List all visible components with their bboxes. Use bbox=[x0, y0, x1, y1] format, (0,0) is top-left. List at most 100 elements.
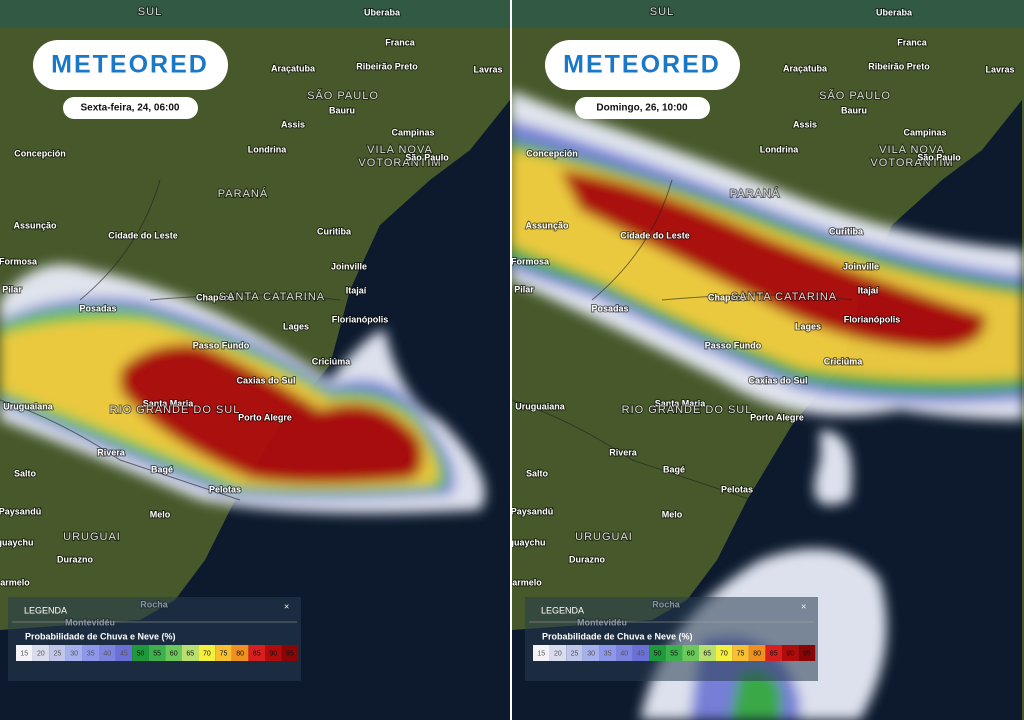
place-label: Pelotas bbox=[209, 484, 241, 494]
place-label: Itajaí bbox=[858, 285, 879, 295]
place-label: Uberaba bbox=[876, 7, 913, 17]
legend-heading: Probabilidade de Chuva e Neve (%) bbox=[542, 631, 693, 641]
region-label: PARANÁ bbox=[730, 187, 780, 200]
place-label: Chapecó bbox=[196, 292, 235, 302]
legend-value: 35 bbox=[87, 650, 95, 657]
place-label: Franca bbox=[897, 37, 928, 47]
place-label: Paysandú bbox=[512, 506, 553, 516]
place-label: Joinville bbox=[331, 261, 367, 271]
top-bar bbox=[0, 0, 510, 28]
region-label: URUGUAI bbox=[63, 531, 121, 543]
place-label: armelo bbox=[0, 577, 30, 587]
place-label: Posadas bbox=[591, 303, 628, 313]
ocean bbox=[0, 100, 510, 720]
place-label: Melo bbox=[662, 509, 683, 519]
region-label: RIO GRANDE DO SUL bbox=[110, 404, 241, 416]
region-label: URUGUAI bbox=[575, 531, 633, 543]
place-label: Passo Fundo bbox=[705, 340, 762, 350]
legend-value: 90 bbox=[269, 650, 277, 657]
legend-value: 25 bbox=[54, 650, 62, 657]
place-label: Lavras bbox=[473, 64, 502, 74]
legend-value: 70 bbox=[203, 650, 211, 657]
place-label: Paysandú bbox=[0, 506, 41, 516]
place-label: Uberaba bbox=[364, 7, 401, 17]
legend-value: 75 bbox=[220, 650, 228, 657]
legend-value: 30 bbox=[587, 650, 595, 657]
legend-title: LEGENDA bbox=[541, 605, 584, 615]
place-label: Uruguaiana bbox=[515, 401, 566, 411]
place-label: Itajaí bbox=[346, 285, 367, 295]
region-label: VILA NOVA bbox=[367, 144, 433, 156]
legend-swatch bbox=[765, 645, 782, 661]
legend-title: LEGENDA bbox=[24, 605, 67, 615]
legend-swatch bbox=[281, 645, 299, 661]
map-panel: SUL Uberaba Franca Araçatuba Ribeirão Preto L… bbox=[512, 0, 1024, 720]
place-label: Ribeirão Preto bbox=[868, 61, 930, 71]
legend-swatch bbox=[533, 645, 550, 661]
legend-value: 15 bbox=[537, 650, 545, 657]
place-label: Lavras bbox=[985, 64, 1014, 74]
legend-swatch bbox=[748, 645, 766, 661]
legend-swatch bbox=[599, 645, 616, 661]
place-label: Formosa bbox=[512, 256, 550, 266]
legend-swatch bbox=[248, 645, 265, 661]
legend-swatch bbox=[682, 645, 699, 661]
legend-value: 35 bbox=[604, 650, 612, 657]
legend-swatch bbox=[99, 645, 116, 661]
legend-swatch bbox=[582, 645, 600, 661]
region-label: SÃO PAULO bbox=[819, 89, 891, 102]
place-label: Bauru bbox=[329, 105, 355, 115]
legend-value: 90 bbox=[786, 650, 794, 657]
place-label: Lages bbox=[795, 321, 821, 331]
region-label: SANTA CATARINA bbox=[731, 291, 837, 303]
legend-value: 95 bbox=[803, 650, 811, 657]
legend-value: 20 bbox=[554, 650, 562, 657]
legend-value: 70 bbox=[720, 650, 728, 657]
region-label: SUL bbox=[138, 6, 162, 18]
place-label: Florianópolis bbox=[332, 314, 389, 324]
legend-value: 80 bbox=[236, 650, 244, 657]
legend-value: 65 bbox=[703, 650, 711, 657]
legend-value: 60 bbox=[170, 650, 178, 657]
place-label: Salto bbox=[14, 468, 37, 478]
place-label: Campinas bbox=[903, 127, 946, 137]
top-bar bbox=[512, 0, 1024, 28]
region-label: VOTORANTIM bbox=[358, 157, 441, 169]
legend-box bbox=[8, 597, 301, 681]
place-label: Cidade do Leste bbox=[108, 230, 178, 240]
region-label: SANTA CATARINA bbox=[219, 291, 325, 303]
region-label: VOTORANTIM bbox=[870, 157, 953, 169]
legend-heading: Probabilidade de Chuva e Neve (%) bbox=[25, 631, 176, 641]
logo-box bbox=[33, 40, 228, 90]
date: Domingo, 26, 10:00 bbox=[596, 103, 688, 114]
place-label: guaychu bbox=[512, 537, 546, 547]
place-label: Caxias do Sul bbox=[236, 375, 295, 385]
place-label: Londrina bbox=[760, 144, 799, 154]
place-label: Porto Alegre bbox=[238, 412, 292, 422]
legend-value: 30 bbox=[70, 650, 78, 657]
place-label: armelo bbox=[512, 577, 542, 587]
place-label: Posadas bbox=[79, 303, 116, 313]
legend-close[interactable]: × bbox=[284, 601, 289, 611]
legend-value: 95 bbox=[286, 650, 294, 657]
place-label: Ribeirão Preto bbox=[356, 61, 418, 71]
place-label: Lages bbox=[283, 321, 309, 331]
legend-box bbox=[525, 597, 818, 681]
legend-swatch bbox=[49, 645, 66, 661]
logo-box bbox=[545, 40, 740, 90]
legend-value: 45 bbox=[637, 650, 645, 657]
place-label: Concepción bbox=[14, 148, 66, 158]
legend-swatch bbox=[798, 645, 816, 661]
legend-close[interactable]: × bbox=[801, 601, 806, 611]
place-label: Pilar bbox=[514, 284, 534, 294]
place-label: Durazno bbox=[57, 554, 94, 564]
legend-value: 20 bbox=[37, 650, 45, 657]
legend-swatch bbox=[616, 645, 633, 661]
place-label: Melo bbox=[150, 509, 171, 519]
place-label: São Paulo bbox=[405, 152, 449, 162]
legend-value: 40 bbox=[103, 650, 111, 657]
place-label: Uruguaiana bbox=[3, 401, 54, 411]
legend-swatch bbox=[82, 645, 99, 661]
legend-value: 45 bbox=[120, 650, 128, 657]
place-label: Campinas bbox=[391, 127, 434, 137]
